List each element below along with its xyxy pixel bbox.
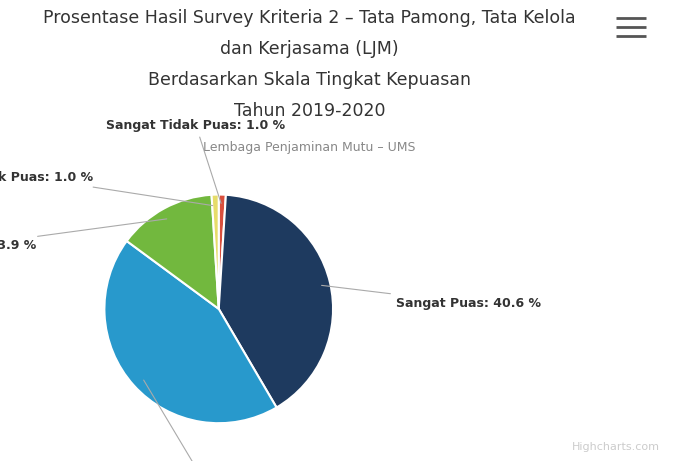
- Text: Cukup Puas: 13.9 %: Cukup Puas: 13.9 %: [0, 219, 167, 253]
- Wedge shape: [219, 195, 226, 309]
- Wedge shape: [104, 241, 277, 423]
- Text: Tahun 2019-2020: Tahun 2019-2020: [234, 102, 386, 120]
- Wedge shape: [219, 195, 333, 408]
- Text: Berdasarkan Skala Tingkat Kepuasan: Berdasarkan Skala Tingkat Kepuasan: [148, 71, 471, 89]
- Text: Puas: 43.6 %: Puas: 43.6 %: [143, 380, 252, 461]
- Text: dan Kerjasama (LJM): dan Kerjasama (LJM): [220, 40, 399, 58]
- Text: Lembaga Penjaminan Mutu – UMS: Lembaga Penjaminan Mutu – UMS: [203, 141, 416, 154]
- Text: Tidak Puas: 1.0 %: Tidak Puas: 1.0 %: [0, 171, 213, 206]
- Wedge shape: [127, 195, 219, 309]
- Text: Sangat Puas: 40.6 %: Sangat Puas: 40.6 %: [322, 285, 541, 310]
- Text: Highcharts.com: Highcharts.com: [571, 442, 660, 452]
- Wedge shape: [211, 195, 219, 309]
- Text: Sangat Tidak Puas: 1.0 %: Sangat Tidak Puas: 1.0 %: [106, 118, 285, 203]
- Text: Prosentase Hasil Survey Kriteria 2 – Tata Pamong, Tata Kelola: Prosentase Hasil Survey Kriteria 2 – Tat…: [43, 9, 576, 27]
